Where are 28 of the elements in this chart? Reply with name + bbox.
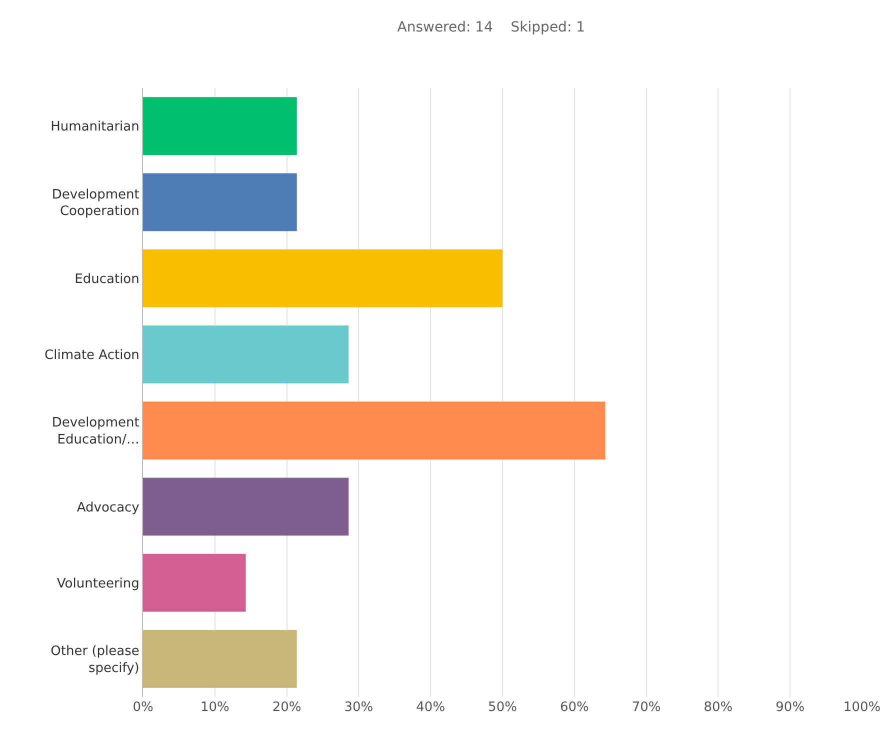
x-tick-label: 70% [632,700,661,715]
bar [143,173,297,232]
x-tick-label: 30% [344,700,374,715]
bar [143,326,349,384]
x-tick-label: 20% [272,700,302,715]
x-tick-label: 80% [704,700,733,715]
x-tick-label: 50% [488,700,517,715]
y-tick-label: Development Cooperation [52,187,140,220]
chart-title: Answered: 14 Skipped: 1 [397,20,586,36]
bar [143,249,502,308]
x-tick-label: 40% [416,700,446,715]
bar [143,478,349,536]
bar [143,402,606,460]
x-tick-label: 10% [200,700,230,715]
y-tick-label: Other (please specify) [50,644,140,676]
bar [143,554,246,612]
bar [143,97,297,155]
y-tick-label: Education [74,272,140,287]
y-tick-label: Humanitarian [50,120,140,135]
bar [143,630,297,688]
y-tick-label: Volunteering [56,576,140,592]
x-tick-label: 0% [132,700,154,715]
y-tick-label: Advocacy [76,500,140,516]
x-tick-label: 90% [776,700,805,715]
x-tick-label: 100% [843,700,881,715]
y-tick-label: Climate Action [44,348,140,363]
x-tick-label: 60% [560,700,589,715]
y-tick-label: Development Education/… [52,416,140,448]
